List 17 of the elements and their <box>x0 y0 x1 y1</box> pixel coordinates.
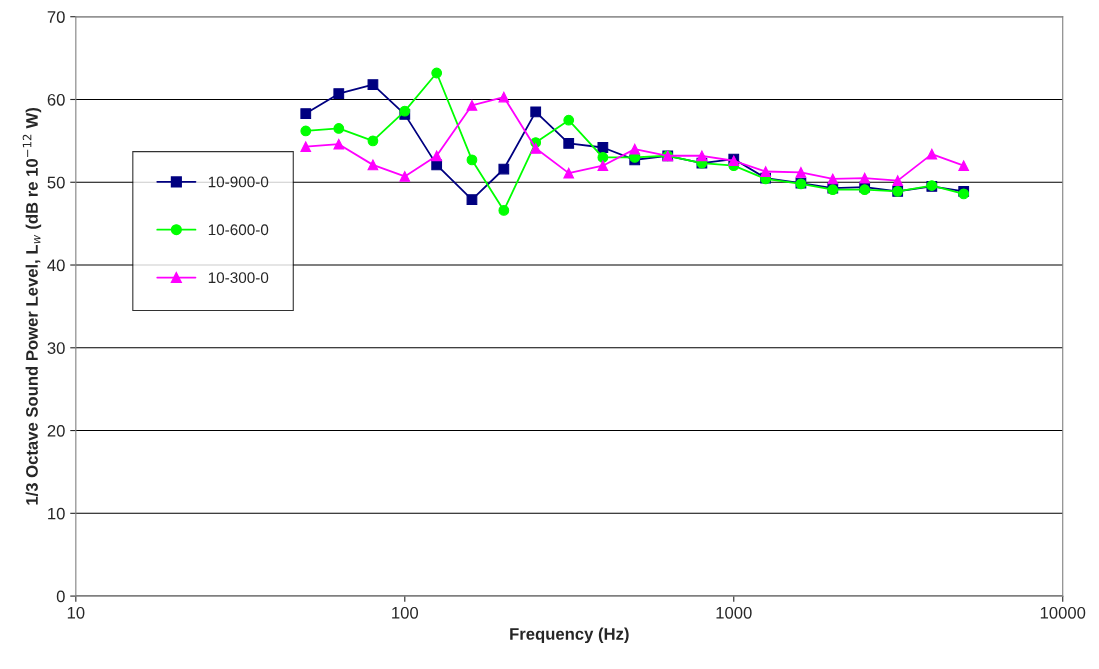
y-tick-label: 0 <box>56 590 65 603</box>
x-tick-label: 10000 <box>1040 606 1086 619</box>
x-tick-label: 10 <box>67 606 85 619</box>
y-tick-label: 20 <box>47 424 65 437</box>
y-tick-label: 60 <box>47 93 65 106</box>
y-tick-label: 50 <box>47 176 65 189</box>
x-axis-title: Frequency (Hz) <box>510 627 629 644</box>
y-tick-label: 30 <box>47 342 65 354</box>
legend-label: 10-600-0 <box>208 224 269 236</box>
y-axis-title: 1/3 Octave Sound Power Level, L$_{w}$ (dB re 10$^{−12}$ W) <box>22 108 42 505</box>
y-tick-label: 40 <box>47 259 65 272</box>
x-tick-label: 1000 <box>716 606 752 619</box>
x-tick-label: 100 <box>392 606 419 619</box>
legend-label: 10-300-0 <box>208 272 269 284</box>
legend-label: 10-900-0 <box>208 176 269 188</box>
y-tick-label: 10 <box>48 507 65 520</box>
y-tick-label: 70 <box>47 11 65 23</box>
